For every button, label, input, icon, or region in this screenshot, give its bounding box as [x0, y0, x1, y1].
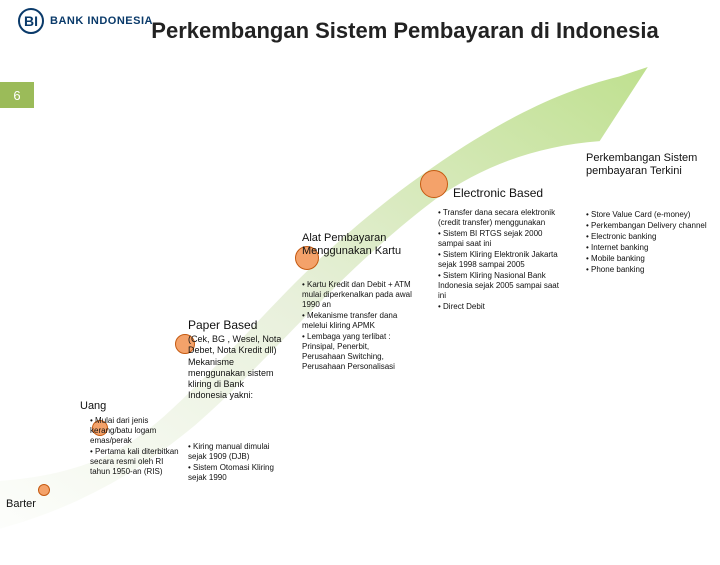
node-barter — [38, 484, 50, 496]
rp-b5: • Mobile banking — [586, 254, 712, 264]
right-panel-bullets: • Store Value Card (e-money) • Perkemban… — [586, 210, 712, 276]
kartu-b3: • Lembaga yang terlibat : Prinsipal, Pen… — [302, 332, 412, 372]
node-electronic — [420, 170, 448, 198]
uang-bullets: • Mulai dari jenis kerang/batu logam ema… — [90, 416, 180, 478]
elec-b5: • Direct Debit — [438, 302, 568, 312]
paper-title: Paper Based — [188, 318, 257, 332]
elec-b4: • Sistem Kliring Nasional Bank Indonesia… — [438, 271, 568, 301]
elec-b2: • Sistem BI RTGS sejak 2000 sampai saat … — [438, 229, 568, 249]
rp-b2: • Perkembangan Delivery channel — [586, 221, 712, 231]
slide-title: Perkembangan Sistem Pembayaran di Indone… — [100, 18, 710, 44]
logo-initials: BI — [24, 13, 38, 29]
paper-desc: (Cek, BG , Wesel, Nota Debet, Nota Kredi… — [188, 334, 283, 402]
uang-title: Uang — [80, 400, 106, 413]
diagram-stage: Barter Uang • Mulai dari jenis kerang/ba… — [0, 90, 720, 540]
rp-b6: • Phone banking — [586, 265, 712, 275]
rp-b1: • Store Value Card (e-money) — [586, 210, 712, 220]
logo-mark: BI — [18, 8, 44, 34]
rp-b3: • Electronic banking — [586, 232, 712, 242]
uang-b2: • Pertama kali diterbitkan secara resmi … — [90, 447, 180, 477]
electronic-title: Electronic Based — [453, 186, 543, 200]
kartu-bullets: • Kartu Kredit dan Debit + ATM mulai dip… — [302, 280, 412, 373]
uang-b1: • Mulai dari jenis kerang/batu logam ema… — [90, 416, 180, 446]
paper-b2: • Sistem Otomasi Kliring sejak 1990 — [188, 463, 290, 483]
elec-b1: • Transfer dana secara elektronik (credi… — [438, 208, 568, 228]
paper-b1: • Kiring manual dimulai sejak 1909 (DJB) — [188, 442, 290, 462]
kartu-b2: • Mekanisme transfer dana melelui klirin… — [302, 311, 412, 331]
elec-b3: • Sistem Kliring Elektronik Jakarta seja… — [438, 250, 568, 270]
kartu-b1: • Kartu Kredit dan Debit + ATM mulai dip… — [302, 280, 412, 310]
right-panel-title: Perkembangan Sistem pembayaran Terkini — [586, 152, 706, 178]
electronic-bullets: • Transfer dana secara elektronik (credi… — [438, 208, 568, 313]
paper-bullets: • Kiring manual dimulai sejak 1909 (DJB)… — [188, 442, 290, 484]
rp-b4: • Internet banking — [586, 243, 712, 253]
barter-title: Barter — [6, 498, 36, 511]
kartu-title: Alat Pembayaran Menggunakan Kartu — [302, 232, 412, 258]
